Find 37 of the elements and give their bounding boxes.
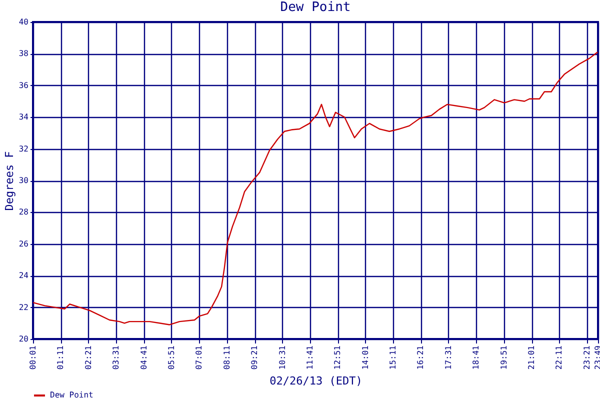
x-tick-label: 03:31 <box>112 345 121 370</box>
y-tick-label: 34 <box>18 112 29 122</box>
x-tick-label: 08:11 <box>222 345 232 370</box>
x-tick-label: 09:21 <box>250 345 260 370</box>
x-tick-label: 12:51 <box>333 345 342 370</box>
x-tick-label: 16:21 <box>416 345 426 370</box>
x-tick-label: 21:01 <box>527 345 536 370</box>
x-tick-label: 15:11 <box>388 345 398 370</box>
x-tick-label: 18:41 <box>472 345 481 370</box>
x-tick-label: 07:01 <box>194 345 204 370</box>
y-tick-label: 20 <box>18 334 29 344</box>
x-axis-title: 02/26/13 (EDT) <box>270 374 362 388</box>
x-tick-label: 23:21 <box>582 345 592 370</box>
x-tick-label: 19:51 <box>499 345 508 370</box>
y-tick-label: 38 <box>18 49 29 58</box>
y-axis-title: Degrees F <box>2 151 16 211</box>
x-tick-label: 00:01 <box>28 345 38 370</box>
line-series <box>33 52 598 326</box>
y-tick-label: 28 <box>18 208 29 217</box>
y-tick-label: 36 <box>18 80 29 90</box>
y-tick-label: 40 <box>18 18 29 26</box>
x-tick-label: 17:31 <box>444 345 453 370</box>
legend-label: Dew Point <box>50 390 94 400</box>
x-tick-label: 11:41 <box>305 345 314 370</box>
x-tick-label: 02:21 <box>84 345 93 370</box>
x-tick-label: 14:01 <box>360 345 370 370</box>
x-tick-label: 01:11 <box>56 345 66 370</box>
x-tick-label: 05:51 <box>166 345 176 370</box>
y-tick-label: 30 <box>18 176 29 185</box>
x-tick-label: 22:11 <box>554 345 564 370</box>
y-tick-label: 26 <box>18 239 29 248</box>
y-tick-label: 24 <box>18 271 29 280</box>
x-tick-label: 10:31 <box>278 345 287 370</box>
x-tick-label: 04:41 <box>139 345 148 370</box>
y-tick-label: 22 <box>18 302 29 312</box>
y-tick-label: 32 <box>18 144 29 154</box>
chart-title: Dew Point <box>280 0 351 15</box>
